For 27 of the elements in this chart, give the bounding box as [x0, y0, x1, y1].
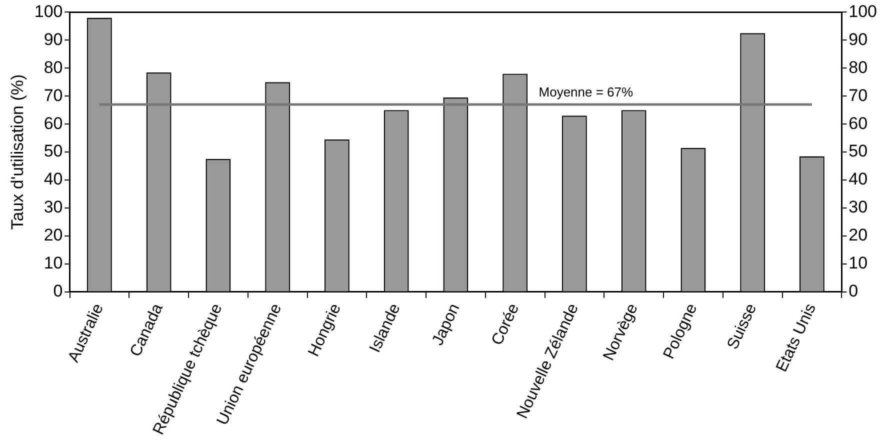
y2-tick-label: 80 — [848, 58, 868, 77]
y2-tick-label: 30 — [848, 198, 868, 217]
y-tick-label: 30 — [44, 198, 63, 217]
y-tick-label: 40 — [44, 170, 63, 189]
y-tick-label: 0 — [53, 282, 63, 301]
y-tick-label: 80 — [44, 58, 63, 77]
y-tick-label: 50 — [44, 142, 63, 161]
y2-tick-label: 60 — [848, 114, 868, 133]
y2-tick-label: 50 — [848, 142, 868, 161]
y2-tick-label: 40 — [848, 170, 868, 189]
x-tick-label: Corée — [488, 301, 523, 348]
y-tick-label: 90 — [44, 30, 63, 49]
y-tick-label: 60 — [44, 114, 63, 133]
y-tick-label: 10 — [44, 254, 63, 273]
x-tick-label: Japon — [429, 301, 464, 348]
y2-tick-label: 20 — [848, 226, 868, 245]
y-tick-label: 100 — [34, 2, 63, 21]
ref-line-label: Moyenne = 67% — [538, 84, 634, 100]
x-tick-label: Etats Unis — [773, 301, 820, 375]
y2-tick-label: 10 — [848, 254, 868, 273]
y-tick-label: 20 — [44, 226, 63, 245]
y2-tick-label: 0 — [848, 282, 858, 301]
y2-tick-label: 100 — [848, 2, 878, 21]
y2-tick-label: 70 — [848, 86, 868, 105]
y-tick-label: 70 — [44, 86, 63, 105]
y-axis-title: Taux d'utilisation (%) — [8, 74, 27, 230]
y2-tick-label: 90 — [848, 30, 868, 49]
